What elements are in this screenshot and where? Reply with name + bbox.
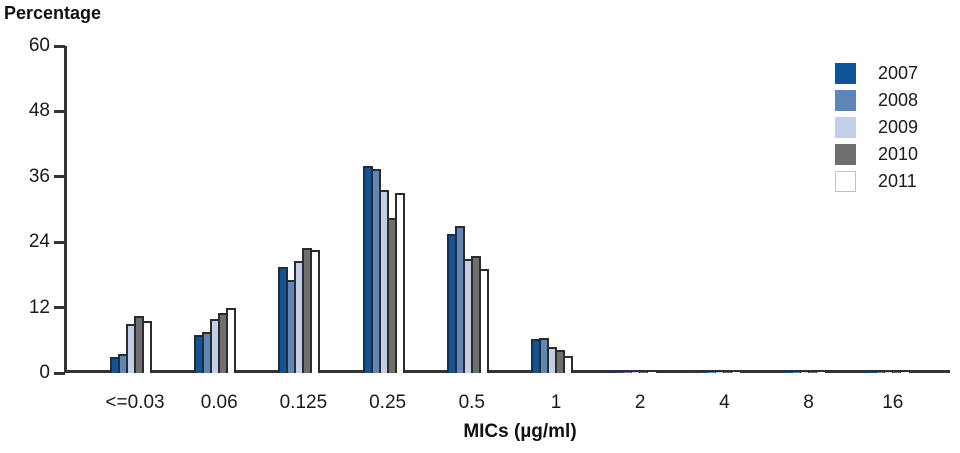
legend-swatch-2008 [835, 89, 856, 111]
x-category-label: 0.25 [369, 392, 407, 413]
bar-2011-0.06 [226, 307, 237, 373]
y-tick-label: 12 [28, 296, 50, 318]
bar-2011-1 [563, 356, 573, 373]
legend-label: 2010 [878, 143, 919, 164]
bar-group-0.125 [278, 247, 321, 373]
x-axis-line [64, 370, 950, 373]
bar-group-<=0.03 [110, 315, 152, 373]
y-tick-label: 0 [39, 362, 50, 383]
legend-item-2009: 2009 [835, 116, 918, 138]
legend-item-2010: 2010 [835, 143, 918, 165]
bar-2011-0.25 [394, 193, 405, 373]
legend-item-2011: 2011 [835, 170, 918, 192]
legend-label: 2011 [878, 170, 917, 191]
legend-label: 2007 [878, 62, 919, 83]
y-tick-mark [54, 371, 65, 375]
y-tick-mark [54, 44, 65, 48]
bar-group-0.25 [362, 165, 405, 373]
legend: 2007 2008 2009 2010 2011 [835, 62, 918, 197]
bar-group-0.5 [446, 225, 489, 373]
y-tick-label: 48 [28, 100, 50, 122]
y-axis-line [64, 46, 67, 373]
legend-swatch-2011 [835, 170, 856, 192]
x-axis-title: MICs (µg/ml) [463, 421, 577, 442]
legend-label: 2009 [878, 116, 919, 137]
bar-2011-0.125 [310, 250, 321, 373]
bar-2011-2 [647, 371, 658, 373]
bar-2011-4 [731, 371, 742, 373]
y-tick-mark [54, 175, 65, 179]
x-category-label: 8 [803, 392, 814, 413]
legend-swatch-2007 [835, 62, 856, 84]
legend-item-2007: 2007 [835, 62, 918, 84]
legend-swatch-2009 [835, 116, 856, 138]
y-tick-label: 60 [28, 35, 50, 56]
bar-group-8 [783, 371, 826, 373]
bar-group-4 [699, 371, 742, 373]
y-tick-mark [54, 306, 65, 310]
y-tick-label: 36 [28, 165, 50, 187]
bar-2011-16 [899, 371, 910, 373]
bar-group-16 [867, 371, 910, 373]
x-category-label: 0.5 [458, 392, 485, 413]
bar-group-2 [615, 370, 658, 373]
x-category-label: 16 [882, 392, 904, 413]
y-tick-mark [54, 109, 65, 113]
x-category-label: 1 [550, 392, 562, 413]
x-category-label: 0.125 [279, 392, 328, 413]
legend-swatch-2010 [835, 143, 856, 165]
y-tick-mark [54, 240, 65, 244]
bar-group-1 [531, 337, 573, 373]
x-category-label: <=0.03 [105, 392, 165, 413]
legend-label: 2008 [878, 89, 919, 110]
y-tick-label: 24 [28, 231, 50, 253]
x-category-label: 0.06 [200, 392, 238, 413]
bar-2011-0.5 [478, 269, 489, 373]
bar-2011-8 [815, 371, 826, 373]
bar-group-0.06 [194, 307, 237, 373]
bar-2011-<=0.03 [142, 321, 152, 373]
x-category-label: 4 [719, 392, 730, 413]
x-category-label: 2 [634, 392, 646, 413]
y-axis-title: Percentage [4, 3, 102, 23]
legend-item-2008: 2008 [835, 89, 918, 111]
